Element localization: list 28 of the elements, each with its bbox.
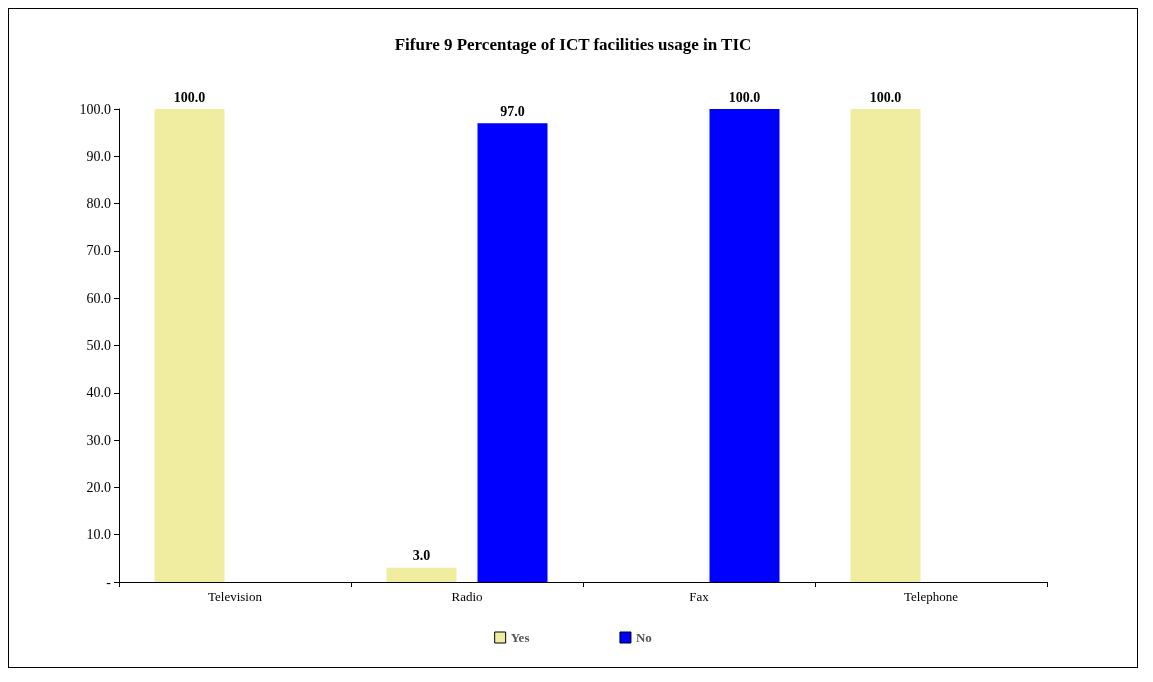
bar (850, 109, 921, 582)
y-tick-label: 10.0 (86, 527, 111, 543)
bar (154, 109, 225, 582)
y-tick-label: 30.0 (86, 432, 111, 448)
bar (477, 123, 548, 582)
x-tick-label: Television (208, 589, 263, 604)
y-tick-label: - (106, 574, 112, 590)
legend-label: Yes (510, 630, 530, 645)
data-label: 100.0 (869, 89, 902, 105)
data-label: 100.0 (728, 89, 761, 105)
y-tick-label: 50.0 (86, 338, 111, 353)
x-tick-label: Telephone (904, 589, 959, 604)
x-tick-label: Fax (689, 589, 710, 604)
x-tick-label: Radio (451, 589, 483, 604)
bar (386, 567, 457, 582)
y-tick-label: 80.0 (86, 196, 111, 212)
legend-label: No (635, 630, 652, 645)
data-label: 97.0 (500, 103, 525, 119)
y-tick-label: 60.0 (86, 290, 111, 306)
y-tick-label: 100.0 (79, 101, 111, 117)
data-label: 100.0 (173, 89, 206, 105)
y-tick-label: 70.0 (86, 243, 111, 259)
y-tick-label: 20.0 (86, 479, 111, 495)
y-tick-label: 40.0 (86, 385, 111, 401)
bar (709, 109, 780, 582)
y-tick-label: 90.0 (86, 148, 111, 164)
data-label: 3.0 (412, 548, 431, 564)
chart-title: Fifure 9 Percentage of ICT facilities usage in TIC (394, 35, 752, 54)
